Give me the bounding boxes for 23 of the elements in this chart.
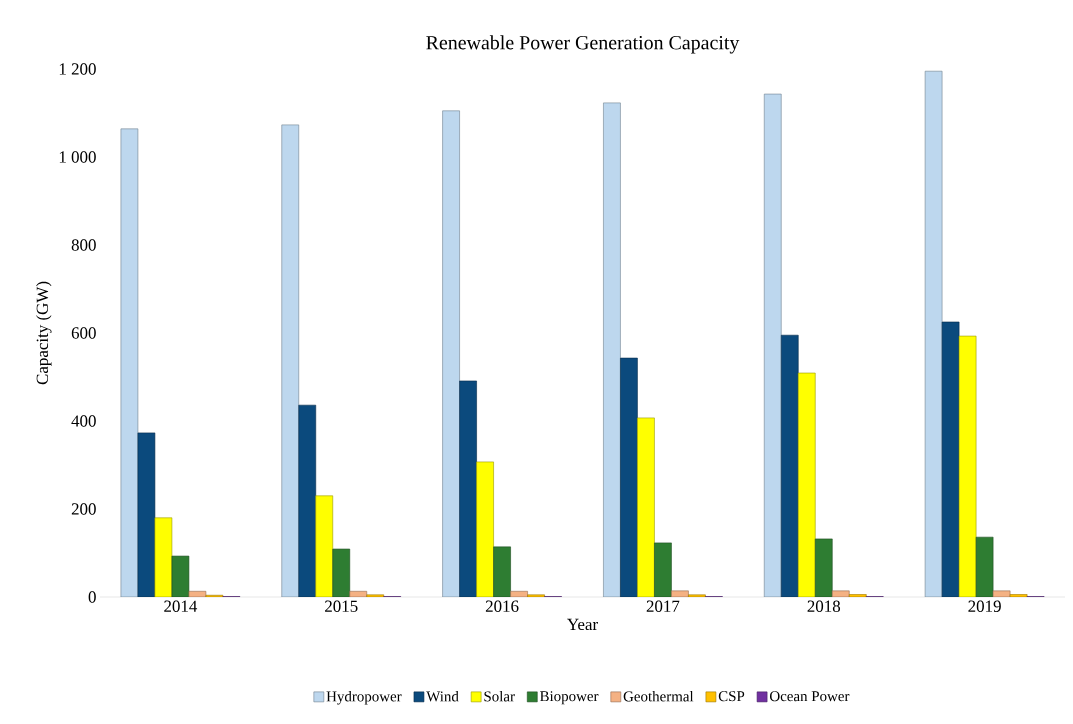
x-tick-label: 2015	[325, 600, 358, 612]
x-tick-label: 2017	[646, 600, 680, 612]
y-tick-label: 200	[71, 503, 96, 515]
legend-label: Wind	[426, 690, 459, 702]
legend-label: Solar	[484, 690, 515, 702]
legend-label: Ocean Power	[770, 691, 850, 702]
legend-label: CSP	[718, 691, 745, 702]
y-tick-label: 600	[71, 327, 96, 339]
y-axis-title: Capacity (GW)	[36, 281, 52, 385]
y-tick-label: 0	[88, 591, 96, 603]
x-tick-label: 2016	[485, 600, 519, 612]
legend-label: Biopower	[540, 691, 599, 705]
legend-label: Geothermal	[623, 690, 694, 702]
x-tick-label: 2019	[968, 600, 1001, 612]
y-tick-label: 1 200	[59, 63, 96, 75]
y-tick-label: 800	[71, 239, 96, 251]
legend-label: Hydropower	[326, 690, 402, 705]
x-axis-title: Year	[567, 618, 598, 631]
x-tick-label: 2014	[164, 600, 198, 612]
y-tick-label: 400	[71, 415, 96, 427]
chart-title: Renewable Power Generation Capacity	[426, 35, 740, 54]
x-tick-label: 2018	[807, 600, 841, 612]
y-tick-label: 1 000	[59, 151, 96, 163]
